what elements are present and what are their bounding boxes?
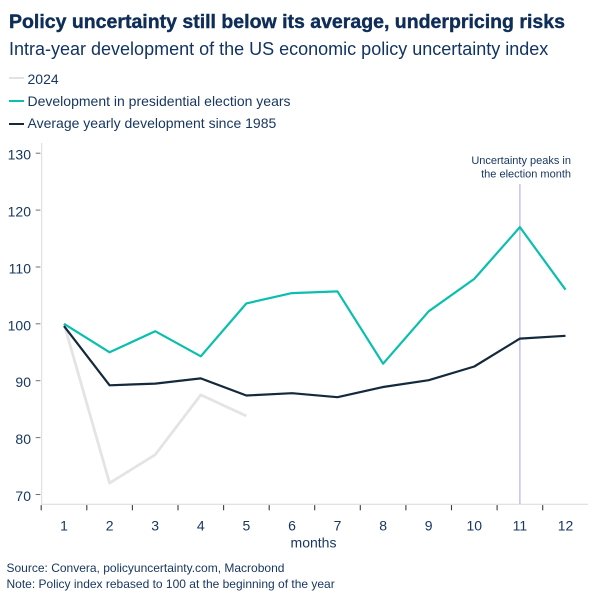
svg-text:110: 110 (9, 261, 32, 277)
svg-text:2: 2 (106, 517, 114, 533)
svg-text:130: 130 (8, 147, 32, 163)
svg-text:4: 4 (197, 517, 205, 533)
svg-text:6: 6 (288, 517, 296, 533)
svg-text:11: 11 (513, 517, 528, 533)
svg-text:10: 10 (467, 517, 483, 533)
svg-text:5: 5 (243, 517, 251, 533)
svg-text:80: 80 (15, 431, 31, 447)
svg-text:months: months (291, 535, 337, 551)
svg-text:70: 70 (15, 488, 31, 504)
svg-text:1: 1 (60, 517, 68, 533)
svg-text:8: 8 (379, 517, 387, 533)
svg-text:7: 7 (334, 517, 342, 533)
svg-text:9: 9 (425, 517, 433, 533)
svg-text:the election month: the election month (481, 169, 571, 181)
svg-text:12: 12 (558, 517, 574, 533)
svg-text:Uncertainty peaks in: Uncertainty peaks in (471, 155, 571, 167)
svg-text:90: 90 (15, 374, 31, 390)
svg-text:3: 3 (151, 517, 159, 533)
svg-text:120: 120 (8, 204, 32, 220)
svg-text:100: 100 (8, 317, 32, 333)
